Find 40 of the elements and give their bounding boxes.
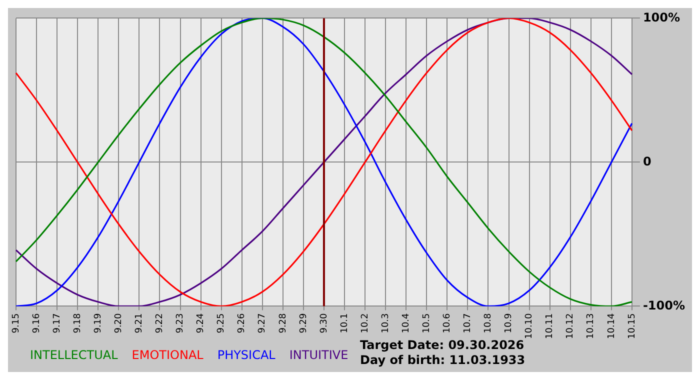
x-tick-label: 10.2 bbox=[360, 313, 370, 334]
y-tick-label: 100% bbox=[642, 10, 680, 24]
x-tick-label: 9.29 bbox=[298, 312, 309, 334]
x-tick-label: 9.16 bbox=[32, 312, 42, 334]
y-tick-label: -100% bbox=[642, 298, 686, 312]
text: Day of birth: 11.03.1933 bbox=[360, 353, 526, 368]
text: INTELLECTUAL bbox=[30, 348, 118, 362]
x-tick-label: 10.13 bbox=[586, 313, 596, 339]
x-tick-label: 10.3 bbox=[380, 313, 391, 334]
x-tick-label: 10.6 bbox=[442, 312, 453, 334]
x-tick-label: 10.11 bbox=[545, 313, 556, 339]
x-tick-label: 9.21 bbox=[134, 313, 145, 334]
x-tick-label: 10.1 bbox=[340, 313, 350, 334]
x-tick-label: 9.27 bbox=[258, 313, 268, 334]
x-tick-label: 10.10 bbox=[524, 312, 535, 339]
x-tick-label: 9.15 bbox=[11, 313, 22, 334]
x-tick-label: 9.25 bbox=[216, 313, 227, 334]
text: EMOTIONAL bbox=[132, 348, 204, 362]
x-tick-label: 9.19 bbox=[93, 312, 104, 334]
x-tick-label: 9.24 bbox=[196, 312, 206, 334]
x-tick-label: 9.20 bbox=[114, 312, 124, 334]
x-tick-label: 9.26 bbox=[237, 312, 248, 334]
x-tick-label: 9.23 bbox=[176, 313, 186, 334]
x-tick-label: 10.7 bbox=[463, 313, 474, 334]
x-tick-label: 10.8 bbox=[484, 312, 494, 334]
x-tick-label: 9.17 bbox=[52, 313, 62, 334]
text: Target Date: 09.30.2026 bbox=[360, 338, 524, 352]
text: PHYSICAL bbox=[217, 348, 276, 362]
x-tick-label: 10.9 bbox=[504, 312, 514, 334]
x-tick-label: 10.15 bbox=[627, 313, 638, 339]
x-tick-label: 10.14 bbox=[606, 312, 617, 339]
x-tick-label: 9.30 bbox=[319, 312, 330, 334]
x-tick-label: 9.18 bbox=[72, 312, 83, 334]
y-tick-label: 0 bbox=[642, 154, 652, 168]
text: INTUITIVE bbox=[289, 348, 348, 362]
x-tick-label: 10.5 bbox=[422, 313, 432, 334]
x-tick-label: 10.12 bbox=[566, 313, 576, 339]
x-tick-label: 9.28 bbox=[278, 312, 288, 334]
x-tick-label: 10.4 bbox=[401, 312, 412, 334]
x-tick-label: 9.22 bbox=[155, 313, 166, 334]
